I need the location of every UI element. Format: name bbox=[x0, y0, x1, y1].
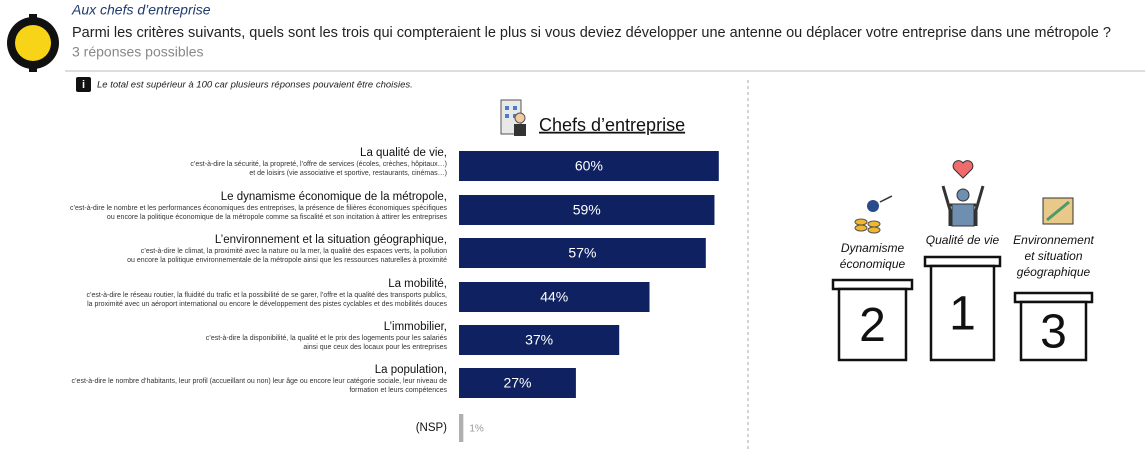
question: Parmi les critères suivants, quels sont … bbox=[72, 25, 1111, 41]
podium-rank: 1 bbox=[949, 288, 976, 341]
info-icon-glyph: i bbox=[82, 79, 85, 91]
category-label: Le dynamisme économique de la métropole, bbox=[221, 191, 447, 203]
category-label: (NSP) bbox=[416, 422, 447, 434]
category-label: La population, bbox=[375, 364, 447, 376]
bar bbox=[459, 414, 464, 442]
category-label: L’environnement et la situation géograph… bbox=[215, 234, 447, 246]
podium-step bbox=[1019, 300, 1088, 362]
value-label: 1% bbox=[469, 424, 484, 435]
bar bbox=[459, 151, 719, 181]
category-description: c’est-à-dire le réseau routier, la fluid… bbox=[86, 292, 447, 299]
podium-ledge bbox=[1013, 291, 1094, 304]
note: Le total est supérieur à 100 car plusieu… bbox=[97, 80, 413, 91]
podium-label: Qualité de vie bbox=[926, 233, 1000, 247]
category-description: ou encore la politique économique de la … bbox=[107, 214, 448, 221]
podium-label: géographique bbox=[1017, 265, 1091, 279]
value-label: 37% bbox=[525, 332, 553, 348]
category-description: c’est-à-dire le climat, la proximité ave… bbox=[141, 248, 447, 255]
category-label: La qualité de vie, bbox=[360, 147, 447, 159]
value-label: 60% bbox=[575, 158, 603, 174]
bar bbox=[459, 368, 576, 398]
podium-rank: 2 bbox=[859, 299, 886, 352]
audience: Aux chefs d’entreprise bbox=[71, 2, 211, 18]
info-icon bbox=[76, 77, 91, 92]
instruction: 3 réponses possibles bbox=[72, 44, 204, 60]
category-label: L’immobilier, bbox=[384, 321, 447, 333]
category-description: c’est-à-dire le nombre et les performanc… bbox=[70, 205, 448, 212]
category-description: c’est-à-dire le nombre d’habitants, leur… bbox=[72, 378, 448, 385]
category-description: ou encore la politique environnementale … bbox=[127, 257, 447, 264]
category-description: la proximité avec un aéroport internatio… bbox=[87, 301, 447, 308]
podium-step bbox=[929, 264, 996, 362]
value-label: 57% bbox=[568, 245, 596, 261]
podium-label: Environnement bbox=[1013, 233, 1094, 247]
value-label: 27% bbox=[503, 375, 531, 391]
podium-label: Dynamisme bbox=[841, 241, 905, 255]
category-description: c’est-à-dire la sécurité, la propreté, l… bbox=[190, 161, 447, 168]
podium-ledge bbox=[923, 255, 1002, 268]
podium-ledge bbox=[831, 278, 914, 291]
chart-title: Chefs d’entreprise bbox=[539, 115, 685, 135]
category-label: La mobilité, bbox=[388, 278, 447, 290]
bar bbox=[459, 238, 706, 268]
podium-label: économique bbox=[840, 257, 906, 271]
logo bbox=[7, 14, 59, 72]
category-description: c’est-à-dire la disponibilité, la qualit… bbox=[206, 335, 448, 342]
building-icon bbox=[500, 99, 526, 136]
category-description: ainsi que ceux des locaux pour les entre… bbox=[303, 344, 447, 351]
value-label: 44% bbox=[540, 289, 568, 305]
podium-label: et situation bbox=[1024, 249, 1082, 263]
bar bbox=[459, 325, 620, 355]
value-label: 59% bbox=[573, 202, 601, 218]
podium-icons bbox=[854, 160, 1074, 287]
category-description: et de loisirs (vie associative et sporti… bbox=[249, 170, 447, 177]
category-description: formation et leurs compétences bbox=[349, 387, 447, 394]
bar bbox=[459, 195, 715, 225]
podium-rank: 3 bbox=[1040, 306, 1067, 359]
bar bbox=[459, 282, 650, 312]
podium-step bbox=[837, 287, 908, 362]
